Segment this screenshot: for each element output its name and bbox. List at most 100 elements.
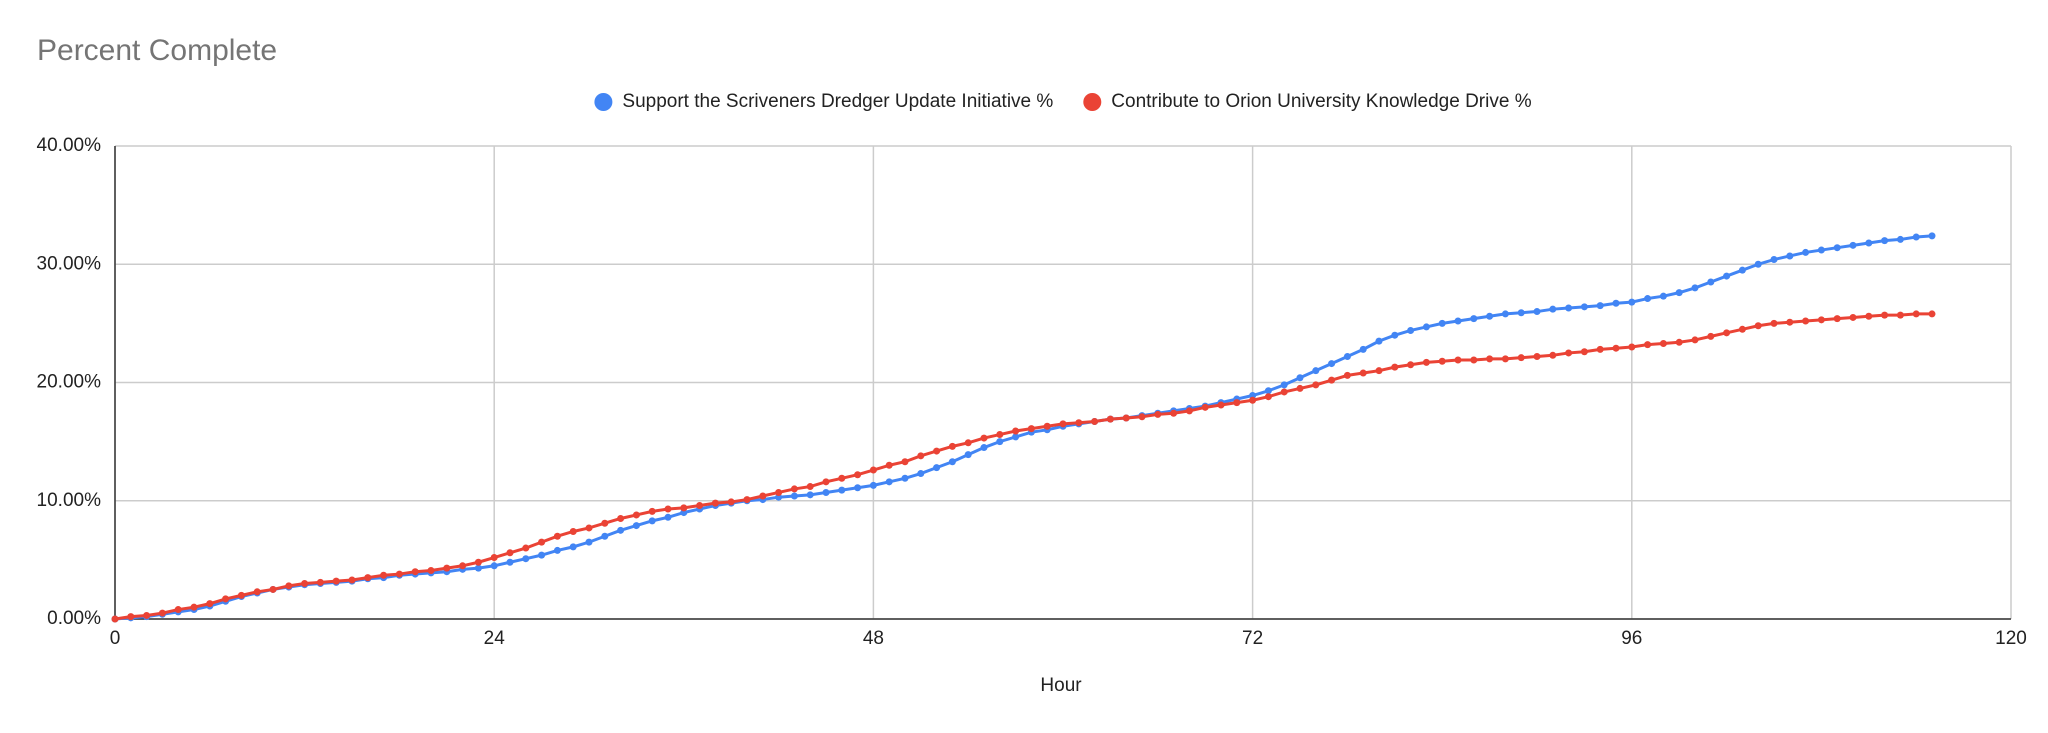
data-point <box>1154 410 1162 418</box>
data-point <box>632 511 640 519</box>
data-point <box>1312 367 1320 375</box>
data-point <box>174 606 182 614</box>
data-point <box>1359 345 1367 353</box>
data-point <box>1723 272 1731 280</box>
data-point <box>1596 302 1604 310</box>
data-point <box>996 438 1004 446</box>
data-point <box>1659 339 1667 347</box>
data-point <box>427 567 435 575</box>
data-point <box>1565 349 1573 357</box>
data-point <box>1138 413 1146 421</box>
data-point <box>648 507 656 515</box>
data-point <box>285 582 293 590</box>
data-point <box>806 491 814 499</box>
y-tick-label: 0.00% <box>47 608 101 629</box>
data-point <box>1833 315 1841 323</box>
data-point <box>790 492 798 500</box>
x-tick-label: 72 <box>1242 628 1263 649</box>
data-point <box>917 470 925 478</box>
data-point <box>1328 376 1336 384</box>
legend-marker <box>594 93 613 111</box>
data-point <box>1754 322 1762 330</box>
data-point <box>1865 312 1873 320</box>
data-point <box>869 481 877 489</box>
data-point <box>743 496 751 504</box>
data-point <box>237 591 245 599</box>
data-point <box>490 554 498 562</box>
data-point <box>1549 351 1557 359</box>
data-point <box>885 478 893 486</box>
legend-marker <box>1083 93 1102 111</box>
data-point <box>569 543 577 551</box>
data-point <box>1375 337 1383 345</box>
data-point <box>1296 384 1304 392</box>
data-point <box>1849 313 1857 321</box>
data-point <box>1012 433 1020 441</box>
x-tick-label: 0 <box>110 628 121 649</box>
y-tick-label: 30.00% <box>37 253 102 274</box>
data-point <box>1375 367 1383 375</box>
data-point <box>917 452 925 460</box>
data-point <box>1422 323 1430 331</box>
data-point <box>1280 388 1288 396</box>
data-point <box>395 570 403 578</box>
data-point <box>775 488 783 496</box>
data-point <box>411 568 419 576</box>
data-point <box>1122 414 1130 422</box>
data-point <box>1912 233 1920 241</box>
data-point <box>1659 292 1667 300</box>
data-point <box>1675 338 1683 346</box>
data-point <box>1881 311 1889 319</box>
data-point <box>1517 309 1525 317</box>
data-point <box>1438 357 1446 365</box>
data-point <box>1501 310 1509 318</box>
data-point <box>443 564 451 572</box>
data-point <box>980 434 988 442</box>
data-point <box>1628 298 1636 306</box>
data-point <box>1422 358 1430 366</box>
data-point <box>1091 418 1099 426</box>
data-point <box>1059 420 1067 428</box>
data-point <box>1043 422 1051 430</box>
data-point <box>1707 332 1715 340</box>
data-point <box>869 466 877 474</box>
data-point <box>948 458 956 466</box>
data-point <box>1817 316 1825 324</box>
data-point <box>948 442 956 450</box>
data-point <box>996 431 1004 439</box>
data-point <box>1580 348 1588 356</box>
data-point <box>474 558 482 566</box>
data-point <box>1486 355 1494 363</box>
data-point <box>806 483 814 491</box>
data-point <box>696 501 704 509</box>
data-point <box>1723 329 1731 337</box>
data-point <box>1280 381 1288 389</box>
data-point <box>1264 393 1272 401</box>
data-point <box>1896 235 1904 243</box>
data-point <box>933 464 941 472</box>
data-point <box>1770 319 1778 327</box>
data-point <box>964 451 972 459</box>
data-point <box>1675 289 1683 297</box>
data-point <box>632 522 640 530</box>
data-point <box>901 474 909 482</box>
data-point <box>1802 317 1810 325</box>
data-point <box>885 461 893 469</box>
data-point <box>1012 427 1020 435</box>
data-point <box>854 471 862 479</box>
data-point <box>1628 343 1636 351</box>
data-point <box>1075 419 1083 427</box>
data-point <box>1249 396 1257 404</box>
data-point <box>1233 399 1241 407</box>
data-point <box>1296 374 1304 382</box>
data-point <box>1264 387 1272 395</box>
data-point <box>1170 409 1178 417</box>
data-point <box>1549 305 1557 313</box>
data-point <box>617 514 625 522</box>
data-point <box>711 499 719 507</box>
data-point <box>206 600 214 608</box>
chart-title: Percent Complete <box>37 34 277 67</box>
data-point <box>1707 278 1715 286</box>
data-point <box>1454 317 1462 325</box>
data-point <box>822 488 830 496</box>
